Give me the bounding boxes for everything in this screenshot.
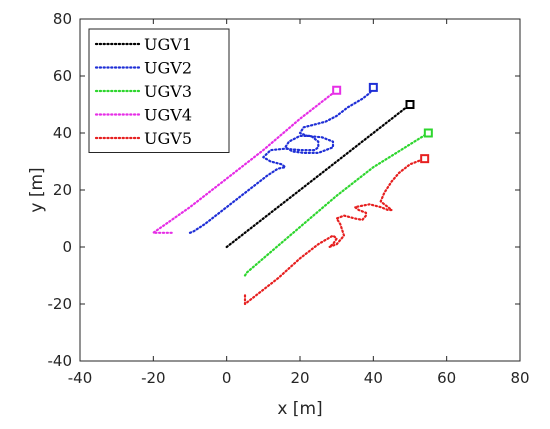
x-tick-label: -20: [141, 369, 166, 387]
y-tick-label: 60: [53, 67, 72, 85]
y-tick-label: 20: [53, 181, 72, 199]
series-line-ugv5: [243, 157, 426, 306]
series-line-ugv4: [152, 89, 338, 234]
end-marker-ugv3: [423, 128, 433, 138]
end-marker-ugv1: [405, 100, 415, 109]
x-tick-label: 20: [290, 369, 309, 387]
ticks-layer: -40 -20 0 20 40 60 80 80 60 40 20 0 -20 -40: [48, 10, 530, 387]
y-tick-label: -40: [48, 352, 73, 370]
legend: UGV1 UGV2 UGV3 UGV4 UGV5: [88, 28, 230, 153]
legend-label-ugv2: UGV2: [144, 59, 192, 78]
x-tick-label: 80: [510, 369, 529, 387]
x-tick-label: 60: [437, 369, 456, 387]
end-marker-ugv2: [368, 82, 378, 92]
legend-label-ugv1: UGV1: [144, 35, 192, 54]
series-line-ugv1: [225, 103, 412, 249]
y-tick-label: -20: [48, 295, 73, 313]
y-tick-label: 0: [62, 238, 72, 256]
x-axis-label: x [m]: [277, 399, 322, 419]
end-marker-ugv4: [332, 85, 342, 95]
series-layer: [152, 82, 433, 306]
y-tick-label: 80: [53, 10, 72, 28]
y-axis-label: y [m]: [27, 167, 47, 212]
x-tick-label: -40: [68, 369, 93, 387]
end-marker-ugv5: [420, 154, 430, 164]
x-tick-label: 40: [364, 369, 383, 387]
x-tick-label: 0: [222, 369, 232, 387]
series-line-ugv3: [243, 131, 430, 277]
series-line-ugv2: [188, 86, 375, 234]
legend-label-ugv5: UGV5: [144, 129, 192, 148]
legend-label-ugv4: UGV4: [144, 106, 192, 125]
y-tick-label: 40: [53, 124, 72, 142]
legend-label-ugv3: UGV3: [144, 82, 192, 101]
axes-box: [79, 18, 521, 362]
